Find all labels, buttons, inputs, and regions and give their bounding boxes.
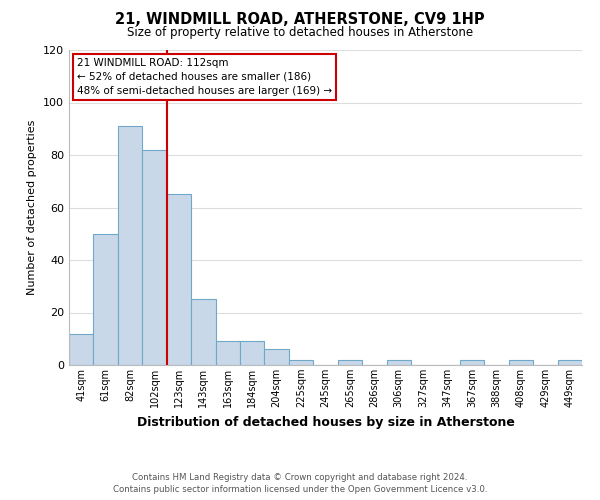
Bar: [167, 194, 191, 365]
Bar: [118, 126, 142, 365]
Bar: [386, 360, 411, 365]
Text: 21 WINDMILL ROAD: 112sqm
← 52% of detached houses are smaller (186)
48% of semi-: 21 WINDMILL ROAD: 112sqm ← 52% of detach…: [77, 58, 332, 96]
Bar: [289, 360, 313, 365]
Y-axis label: Number of detached properties: Number of detached properties: [28, 120, 37, 295]
Bar: [460, 360, 484, 365]
Bar: [142, 150, 167, 365]
Bar: [240, 342, 265, 365]
Bar: [215, 342, 240, 365]
Text: Contains HM Land Registry data © Crown copyright and database right 2024.
Contai: Contains HM Land Registry data © Crown c…: [113, 472, 487, 494]
Text: 21, WINDMILL ROAD, ATHERSTONE, CV9 1HP: 21, WINDMILL ROAD, ATHERSTONE, CV9 1HP: [115, 12, 485, 28]
Bar: [69, 334, 94, 365]
Bar: [509, 360, 533, 365]
Bar: [191, 300, 215, 365]
Bar: [94, 234, 118, 365]
Bar: [338, 360, 362, 365]
Bar: [265, 349, 289, 365]
Bar: [557, 360, 582, 365]
Text: Size of property relative to detached houses in Atherstone: Size of property relative to detached ho…: [127, 26, 473, 39]
X-axis label: Distribution of detached houses by size in Atherstone: Distribution of detached houses by size …: [137, 416, 514, 428]
